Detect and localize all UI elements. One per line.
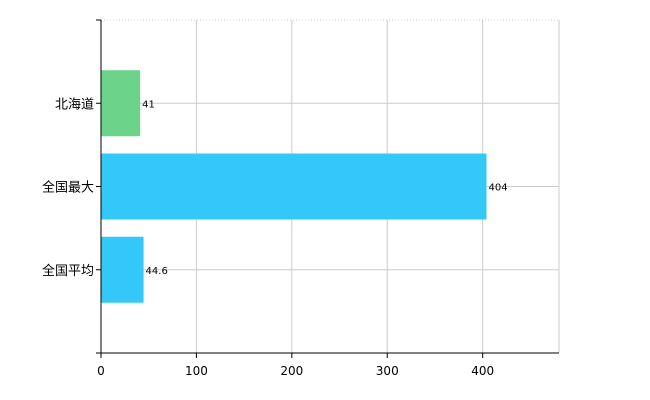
chart-axes: [96, 19, 559, 358]
bar-1: [101, 153, 487, 220]
x-tick-label-2: 200: [280, 364, 303, 378]
bar-0: [101, 70, 141, 137]
data-label-1: 404: [488, 183, 507, 194]
data-label-2: 44.6: [146, 266, 168, 277]
chart-grid: [101, 19, 560, 353]
chart-labels: 41 北海道 404 全国最大 44.6 全国平均 0 100 200 300 400: [42, 97, 508, 378]
x-tick-label-4: 400: [471, 364, 494, 378]
bar-2: [101, 236, 144, 303]
x-tick-label-0: 0: [97, 364, 105, 378]
category-label-0: 北海道: [55, 97, 94, 112]
data-label-0: 41: [142, 99, 155, 110]
x-tick-label-3: 300: [376, 364, 399, 378]
x-tick-label-1: 100: [185, 364, 208, 378]
category-label-1: 全国最大: [42, 180, 94, 196]
category-label-2: 全国平均: [42, 263, 94, 279]
chart-bars: [101, 70, 487, 303]
